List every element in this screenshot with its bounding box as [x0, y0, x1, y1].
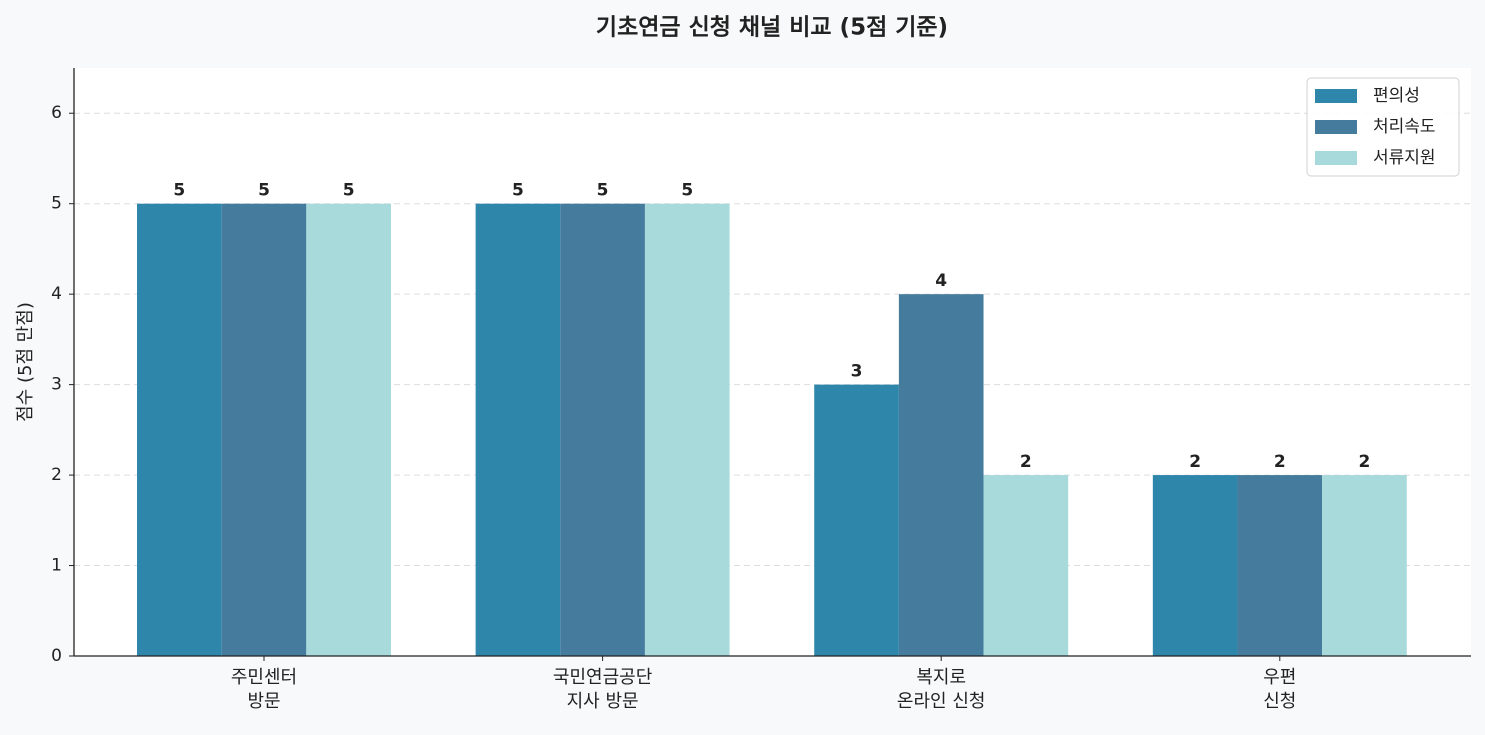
legend-swatch	[1315, 89, 1357, 103]
value-label: 2	[1274, 452, 1286, 472]
y-tick-label: 4	[51, 284, 62, 304]
bar	[983, 475, 1069, 656]
value-label: 2	[1020, 452, 1032, 472]
x-tick-label: 국민연금공단 지사 방문	[552, 667, 653, 712]
bar	[221, 203, 307, 656]
legend-swatch	[1315, 151, 1357, 165]
y-tick-label: 0	[51, 646, 62, 666]
value-label: 5	[173, 181, 185, 201]
legend-label: 서류지원	[1373, 148, 1436, 168]
y-tick-label: 2	[51, 465, 62, 485]
bar	[1322, 475, 1407, 656]
bar	[814, 384, 899, 656]
value-label: 2	[1189, 452, 1201, 472]
legend-swatch	[1315, 120, 1357, 134]
bar	[560, 203, 645, 656]
y-tick-label: 1	[51, 556, 62, 576]
legend-label: 처리속도	[1373, 117, 1436, 137]
y-axis-label: 점수 (5점 만점)	[15, 302, 36, 422]
value-label: 5	[258, 181, 270, 201]
bar	[475, 203, 561, 656]
bar	[1152, 475, 1238, 656]
y-tick-label: 5	[51, 194, 62, 214]
value-label: 3	[851, 362, 863, 382]
value-label: 5	[343, 181, 355, 201]
bar	[644, 203, 730, 656]
y-tick-label: 6	[51, 103, 62, 123]
bar	[898, 294, 984, 656]
x-tick-label: 복지로 온라인 신청	[896, 667, 986, 712]
value-label: 2	[1359, 452, 1371, 472]
x-tick-label: 주민센터 방문	[230, 667, 298, 712]
y-tick-label: 3	[51, 375, 62, 395]
value-label: 5	[512, 181, 524, 201]
bar	[1237, 475, 1323, 656]
bar	[306, 203, 391, 656]
value-label: 5	[681, 181, 693, 201]
value-label: 4	[935, 271, 947, 291]
bar	[137, 203, 222, 656]
x-tick-label: 우편 신청	[1263, 667, 1297, 712]
legend-label: 편의성	[1373, 86, 1420, 106]
value-label: 5	[597, 181, 609, 201]
chart-title: 기초연금 신청 채널 비교 (5점 기준)	[596, 15, 948, 41]
